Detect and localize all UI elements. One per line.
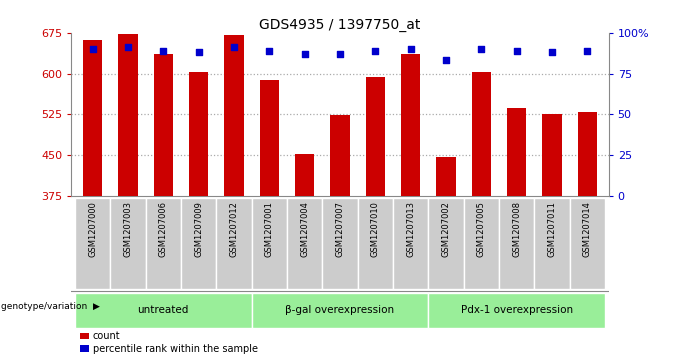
- Point: [405, 46, 416, 52]
- Point: [158, 48, 169, 54]
- Text: GSM1207000: GSM1207000: [88, 201, 97, 257]
- Bar: [322, 198, 358, 289]
- Point: [335, 51, 345, 57]
- Bar: [366, 77, 385, 196]
- Text: β-gal overexpression: β-gal overexpression: [286, 305, 394, 315]
- Text: GSM1207013: GSM1207013: [406, 201, 415, 257]
- Bar: [507, 108, 526, 196]
- Text: GSM1207002: GSM1207002: [441, 201, 451, 257]
- Bar: [472, 72, 491, 196]
- Text: GSM1207005: GSM1207005: [477, 201, 486, 257]
- Bar: [216, 198, 252, 289]
- Bar: [428, 293, 605, 328]
- Bar: [330, 115, 350, 196]
- Bar: [252, 293, 428, 328]
- Point: [264, 48, 275, 54]
- Text: GSM1207007: GSM1207007: [335, 201, 345, 257]
- Point: [122, 44, 133, 50]
- Bar: [252, 198, 287, 289]
- Point: [547, 49, 558, 55]
- Bar: [295, 154, 314, 196]
- Point: [193, 49, 204, 55]
- Bar: [83, 40, 102, 196]
- Text: GSM1207004: GSM1207004: [300, 201, 309, 257]
- Point: [299, 51, 310, 57]
- Point: [511, 48, 522, 54]
- Point: [370, 48, 381, 54]
- Bar: [287, 198, 322, 289]
- Bar: [224, 36, 243, 196]
- Bar: [358, 198, 393, 289]
- Text: Pdx-1 overexpression: Pdx-1 overexpression: [460, 305, 573, 315]
- Bar: [570, 198, 605, 289]
- Text: GSM1207001: GSM1207001: [265, 201, 274, 257]
- Point: [441, 57, 452, 63]
- Point: [476, 46, 487, 52]
- Bar: [534, 198, 570, 289]
- Bar: [189, 72, 208, 196]
- Bar: [543, 114, 562, 196]
- Bar: [437, 157, 456, 196]
- Bar: [260, 80, 279, 196]
- Text: GSM1207008: GSM1207008: [512, 201, 521, 257]
- Bar: [393, 198, 428, 289]
- Text: genotype/variation  ▶: genotype/variation ▶: [1, 302, 99, 311]
- Text: untreated: untreated: [137, 305, 189, 315]
- Text: GSM1207011: GSM1207011: [547, 201, 556, 257]
- Bar: [75, 198, 110, 289]
- Text: GSM1207009: GSM1207009: [194, 201, 203, 257]
- Title: GDS4935 / 1397750_at: GDS4935 / 1397750_at: [259, 18, 421, 32]
- Bar: [401, 54, 420, 196]
- Point: [582, 48, 593, 54]
- Bar: [154, 54, 173, 196]
- Bar: [428, 198, 464, 289]
- Bar: [146, 198, 181, 289]
- Text: GSM1207012: GSM1207012: [229, 201, 239, 257]
- Text: GSM1207014: GSM1207014: [583, 201, 592, 257]
- Bar: [499, 198, 534, 289]
- Text: GSM1207003: GSM1207003: [124, 201, 133, 257]
- Bar: [464, 198, 499, 289]
- Bar: [118, 34, 137, 196]
- Bar: [578, 112, 597, 196]
- Point: [228, 44, 239, 50]
- Bar: [110, 198, 146, 289]
- Bar: [181, 198, 216, 289]
- Text: GSM1207006: GSM1207006: [159, 201, 168, 257]
- Bar: [75, 293, 252, 328]
- Point: [87, 46, 98, 52]
- Legend: count, percentile rank within the sample: count, percentile rank within the sample: [76, 327, 262, 358]
- Text: GSM1207010: GSM1207010: [371, 201, 380, 257]
